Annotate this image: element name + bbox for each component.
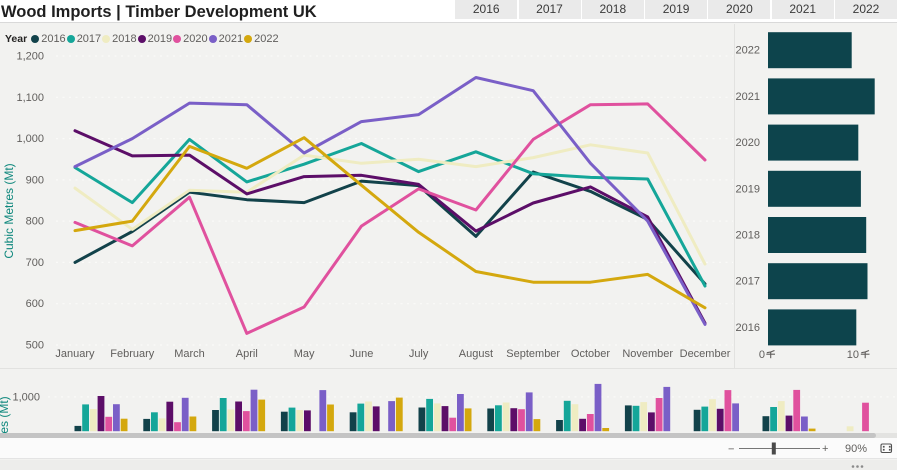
svg-text:10: 10 (847, 349, 859, 361)
svg-text:2020: 2020 (736, 137, 760, 149)
svg-text:2022: 2022 (736, 45, 760, 57)
svg-text:90%: 90% (845, 443, 867, 455)
svg-text:January: January (55, 348, 95, 360)
svg-text:June: June (349, 348, 373, 360)
svg-text:1,000: 1,000 (16, 133, 44, 145)
svg-text:2021: 2021 (736, 91, 760, 103)
svg-text:December: December (680, 348, 731, 360)
svg-text:900: 900 (26, 174, 44, 186)
svg-text:−: − (728, 444, 734, 456)
svg-text:May: May (294, 348, 315, 360)
svg-text:August: August (459, 348, 493, 360)
svg-text:July: July (409, 348, 429, 360)
svg-text:+: + (822, 443, 828, 455)
svg-text:April: April (236, 348, 258, 360)
svg-text:1,100: 1,100 (16, 92, 44, 104)
svg-text:1,200: 1,200 (16, 51, 44, 63)
svg-text:October: October (571, 348, 610, 360)
svg-text:2019: 2019 (736, 183, 760, 195)
svg-text:500: 500 (26, 340, 44, 352)
svg-text:800: 800 (26, 216, 44, 228)
svg-text:February: February (110, 348, 155, 360)
svg-text:600: 600 (26, 298, 44, 310)
svg-text:1,000: 1,000 (12, 392, 40, 404)
svg-text:700: 700 (26, 257, 44, 269)
svg-text:November: November (622, 348, 673, 360)
svg-text:2016: 2016 (736, 322, 760, 334)
svg-text:March: March (174, 348, 205, 360)
svg-text:September: September (506, 348, 560, 360)
svg-text:0: 0 (759, 349, 765, 361)
svg-text:2017: 2017 (736, 276, 760, 288)
svg-text:2018: 2018 (736, 230, 760, 242)
